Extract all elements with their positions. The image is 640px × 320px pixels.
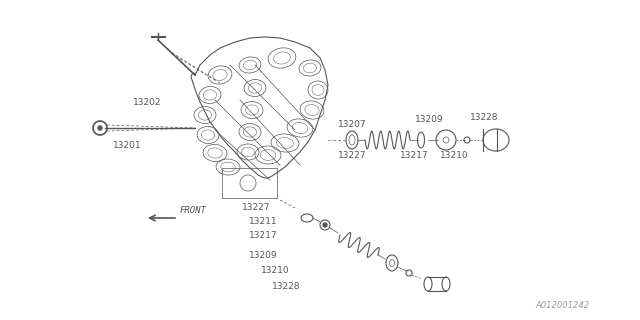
Text: 13210: 13210 [261, 266, 290, 275]
Text: 13228: 13228 [271, 282, 300, 291]
Circle shape [98, 126, 102, 130]
Polygon shape [191, 37, 328, 178]
Text: FRONT: FRONT [180, 206, 207, 215]
Bar [222, 168, 277, 198]
Bar [428, 277, 446, 291]
Text: 13217: 13217 [250, 231, 278, 240]
Text: A012001242: A012001242 [536, 301, 590, 310]
Text: 13211: 13211 [250, 217, 278, 226]
Text: 13227: 13227 [338, 151, 367, 160]
Text: 13207: 13207 [338, 120, 367, 129]
Circle shape [323, 223, 327, 227]
Text: 13210: 13210 [440, 151, 468, 160]
Text: 13227: 13227 [241, 203, 270, 212]
Text: 13209: 13209 [415, 115, 444, 124]
Bar [483, 129, 497, 151]
Text: 13202: 13202 [133, 98, 161, 107]
Text: 13201: 13201 [113, 141, 141, 150]
Text: 13228: 13228 [470, 113, 499, 122]
Text: 13209: 13209 [250, 251, 278, 260]
Text: 13217: 13217 [400, 151, 429, 160]
